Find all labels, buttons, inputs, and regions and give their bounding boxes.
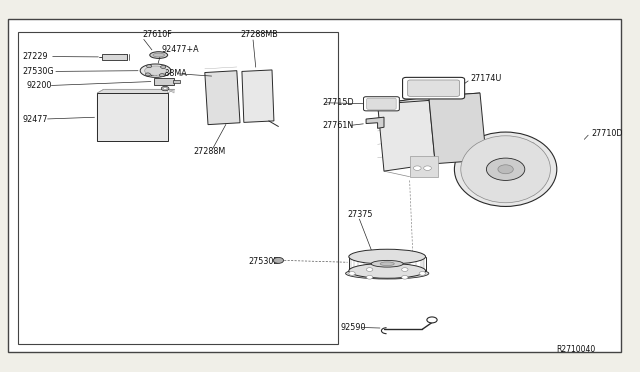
Ellipse shape — [380, 262, 394, 266]
Ellipse shape — [349, 249, 426, 264]
Ellipse shape — [461, 136, 550, 203]
Ellipse shape — [140, 64, 171, 77]
Circle shape — [161, 86, 169, 91]
Circle shape — [424, 166, 431, 170]
Text: 27715D: 27715D — [323, 98, 354, 107]
Polygon shape — [378, 97, 435, 171]
Polygon shape — [242, 70, 274, 122]
FancyBboxPatch shape — [403, 77, 465, 99]
FancyBboxPatch shape — [408, 80, 460, 96]
Polygon shape — [366, 117, 384, 128]
Circle shape — [427, 317, 437, 323]
Polygon shape — [429, 93, 486, 164]
Text: R2710040: R2710040 — [556, 345, 595, 354]
Text: 92477: 92477 — [22, 115, 48, 124]
Text: 27288MB: 27288MB — [241, 31, 278, 39]
Ellipse shape — [153, 53, 164, 57]
Circle shape — [367, 268, 372, 272]
Ellipse shape — [349, 263, 426, 278]
Bar — [97, 93, 168, 141]
Text: 92477+A: 92477+A — [161, 45, 199, 54]
Circle shape — [163, 87, 167, 90]
Text: 27530D: 27530D — [248, 257, 280, 266]
Ellipse shape — [145, 66, 166, 75]
Bar — [18, 32, 338, 344]
Text: 27375: 27375 — [348, 210, 373, 219]
FancyBboxPatch shape — [364, 97, 399, 111]
Polygon shape — [97, 89, 174, 141]
Bar — [8, 19, 621, 352]
Circle shape — [402, 275, 408, 279]
Circle shape — [366, 275, 372, 279]
Circle shape — [145, 73, 150, 76]
Circle shape — [349, 272, 355, 275]
Text: 27288MA: 27288MA — [149, 69, 187, 78]
FancyBboxPatch shape — [367, 98, 396, 109]
Text: 92200: 92200 — [27, 81, 52, 90]
Circle shape — [273, 257, 284, 263]
Ellipse shape — [454, 132, 557, 206]
Circle shape — [486, 158, 525, 180]
Text: 92590: 92590 — [340, 323, 366, 332]
Bar — [173, 80, 180, 83]
Ellipse shape — [346, 268, 429, 279]
Circle shape — [413, 166, 421, 170]
Bar — [154, 78, 174, 85]
Circle shape — [159, 74, 164, 77]
Circle shape — [161, 65, 166, 68]
Circle shape — [147, 65, 152, 68]
Text: 27174U: 27174U — [470, 74, 502, 83]
Circle shape — [402, 268, 408, 272]
Text: 27229: 27229 — [22, 52, 48, 61]
Polygon shape — [378, 93, 480, 104]
Bar — [102, 54, 127, 60]
Text: 27288M: 27288M — [193, 147, 225, 156]
Ellipse shape — [371, 260, 403, 267]
Circle shape — [498, 165, 513, 174]
Ellipse shape — [150, 52, 168, 58]
Polygon shape — [205, 71, 240, 125]
Text: 27710D: 27710D — [591, 129, 623, 138]
Text: 27530G: 27530G — [22, 67, 54, 76]
Circle shape — [419, 272, 426, 275]
Bar — [410, 156, 438, 177]
Text: 27761N: 27761N — [323, 121, 354, 130]
Text: 27610F: 27610F — [142, 31, 172, 39]
